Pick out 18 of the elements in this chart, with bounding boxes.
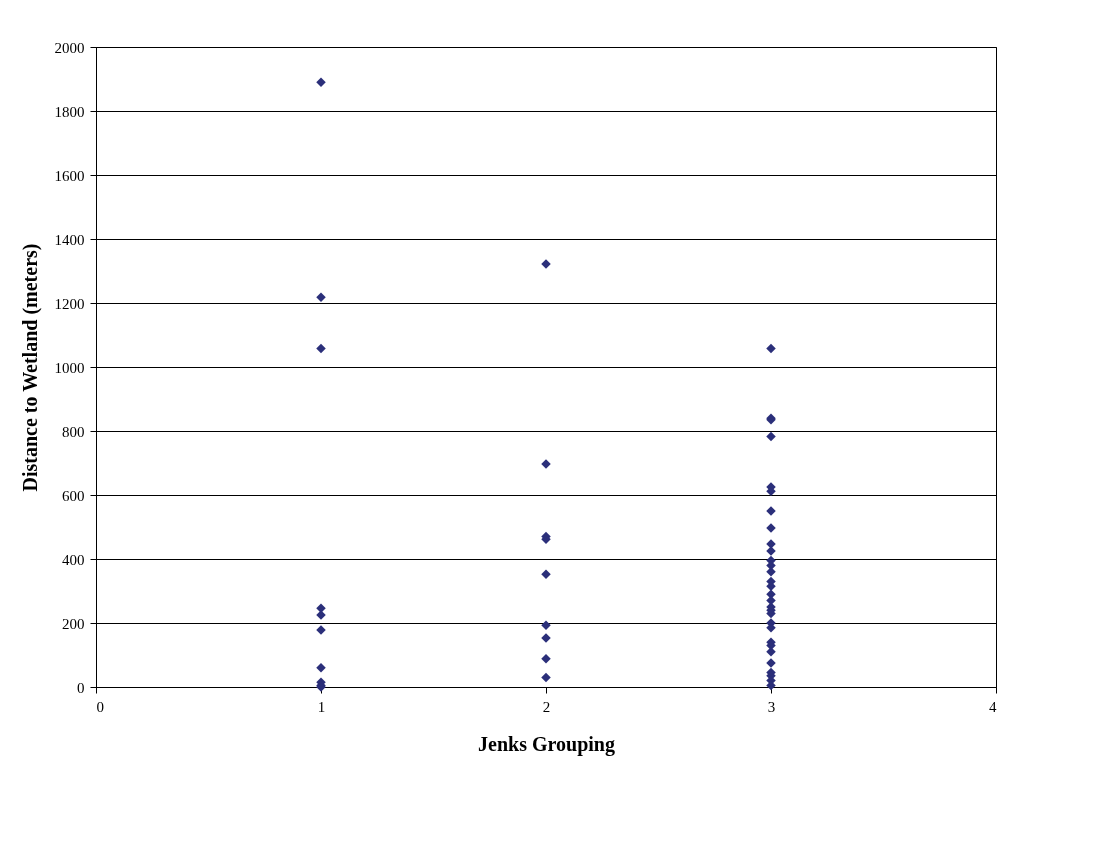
y-axis-title: Distance to Wetland (meters) xyxy=(18,243,42,492)
x-tick-label: 2 xyxy=(542,698,551,715)
y-tick-label: 2000 xyxy=(54,39,85,56)
y-tick-label: 1600 xyxy=(54,167,85,184)
y-tick-label: 800 xyxy=(62,423,85,440)
y-tick-label: 0 xyxy=(77,679,85,696)
x-tick-label: 1 xyxy=(317,698,326,715)
x-tick-label: 4 xyxy=(989,698,997,715)
x-tick-label: 3 xyxy=(767,698,776,715)
y-tick-label: 1400 xyxy=(54,231,85,248)
y-tick-label: 600 xyxy=(62,487,85,504)
y-tick-label: 1800 xyxy=(54,103,85,120)
x-axis-title: Jenks Grouping xyxy=(478,732,615,756)
y-tick-label: 1000 xyxy=(54,359,85,376)
y-tick-label: 1200 xyxy=(54,295,85,312)
y-tick-label: 200 xyxy=(62,615,85,632)
x-tick-label: 0 xyxy=(96,698,104,715)
y-tick-label: 400 xyxy=(62,551,85,568)
